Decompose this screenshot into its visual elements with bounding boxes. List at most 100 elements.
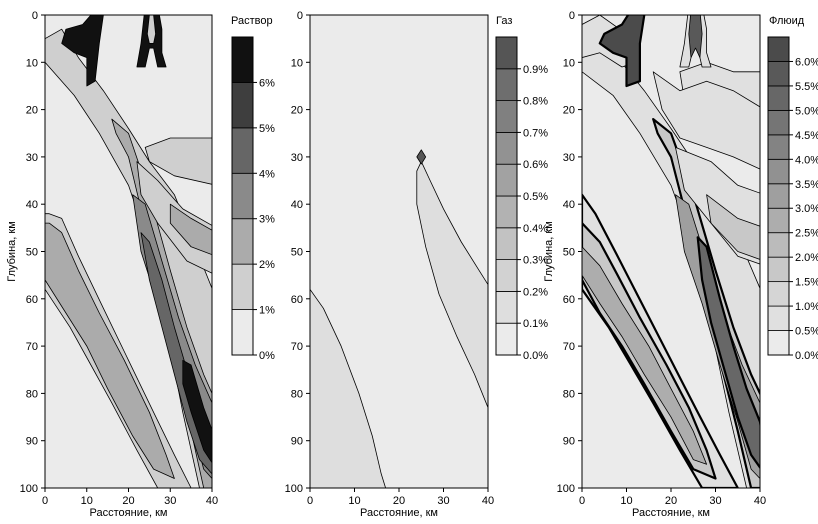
colorbar-frame xyxy=(767,36,790,356)
y-tick-label: 50 xyxy=(291,247,303,259)
colorbar-swatch xyxy=(495,195,518,229)
contour-regions xyxy=(582,15,760,488)
y-tick-label: 70 xyxy=(26,341,38,353)
x-tick-label: 20 xyxy=(393,495,405,507)
x-axis-label: Расстояние, км xyxy=(632,507,710,519)
colorbar-swatch xyxy=(767,305,790,331)
x-tick-label: 0 xyxy=(307,495,313,507)
contour-panel-2: 0 10 20 30 40 50 60 70 80 90 100 0 10 20 30 40 Расстояни… xyxy=(285,10,549,519)
contour-region-2 xyxy=(416,161,488,409)
contour-region-11 xyxy=(61,15,104,87)
colorbar-swatch xyxy=(231,309,254,356)
colorbar-swatch xyxy=(495,68,518,102)
y-tick-label: 10 xyxy=(26,57,38,69)
y-axis-label: Глубина, км xyxy=(543,221,555,282)
contour-region-15 xyxy=(688,15,703,58)
colorbar-frame xyxy=(231,36,254,356)
colorbar-tick-label: 6.0% xyxy=(795,56,818,68)
contour-region-3 xyxy=(416,149,427,165)
x-tick-label: 30 xyxy=(709,495,721,507)
contour-regions xyxy=(45,15,212,488)
y-tick-label: 70 xyxy=(563,341,575,353)
colorbar-tick-label: 0.5% xyxy=(795,326,818,338)
contour-regions xyxy=(310,149,488,488)
colorbar-tick-label: 3.0% xyxy=(795,203,818,215)
colorbar-tick-label: 0.5% xyxy=(523,191,548,203)
y-tick-label: 90 xyxy=(291,436,303,448)
colorbar-tick-label: 5.5% xyxy=(795,81,818,93)
x-tick-label: 10 xyxy=(348,495,360,507)
x-tick-label: 10 xyxy=(620,495,632,507)
x-axis-label: Расстояние, км xyxy=(90,507,168,519)
y-tick-label: 40 xyxy=(291,199,303,211)
contour-region-13 xyxy=(146,15,157,44)
colorbar-tick-label: 0.0% xyxy=(523,350,548,362)
y-tick-label: 0 xyxy=(569,10,575,22)
x-tick-label: 10 xyxy=(81,495,93,507)
colorbar-tick-label: 4.5% xyxy=(795,130,818,142)
y-tick-label: 0 xyxy=(32,10,38,22)
colorbar-swatch xyxy=(767,183,790,209)
colorbar-swatch xyxy=(231,218,254,265)
y-tick-label: 30 xyxy=(26,152,38,164)
y-tick-label: 70 xyxy=(291,341,303,353)
y-axis-label: Глубина, км xyxy=(6,221,18,282)
colorbar-tick-label: 0.6% xyxy=(523,159,548,171)
y-tick-label: 50 xyxy=(26,247,38,259)
y-tick-label: 90 xyxy=(563,436,575,448)
y-tick-label: 30 xyxy=(563,152,575,164)
x-tick-label: 40 xyxy=(482,495,494,507)
y-tick-label: 80 xyxy=(563,388,575,400)
colorbar-tick-label: 1.5% xyxy=(795,277,818,289)
colorbar-tick-label: 0.1% xyxy=(523,318,548,330)
colorbar-tick-label: 5.0% xyxy=(795,105,818,117)
colorbar: 0.0% 0.5% 1.0% 1.5% 2.0% 2.5% 3.0% 3.5% 4.0% 4.5%… xyxy=(767,15,818,362)
y-tick-label: 100 xyxy=(285,483,303,495)
y-tick-label: 20 xyxy=(563,105,575,117)
colorbar-swatch xyxy=(767,61,790,87)
colorbar-title: Раствор xyxy=(231,15,273,27)
contour-region-7 xyxy=(696,236,760,470)
colorbar-tick-label: 0.2% xyxy=(523,286,548,298)
colorbar-swatch xyxy=(495,259,518,292)
colorbar-title: Газ xyxy=(496,15,512,27)
colorbar-swatch xyxy=(495,322,518,356)
x-tick-label: 0 xyxy=(579,495,585,507)
colorbar-swatch xyxy=(767,134,790,160)
colorbar-tick-label: 2.5% xyxy=(795,228,818,240)
y-tick-label: 10 xyxy=(291,57,303,69)
x-tick-label: 40 xyxy=(754,495,766,507)
y-tick-label: 80 xyxy=(26,388,38,400)
contour-panel-3: 0 10 20 30 40 50 60 70 80 90 100 0 10 20 30 40 Расстояни… xyxy=(543,10,818,519)
colorbar-swatch xyxy=(495,100,518,133)
colorbar-tick-label: 2.0% xyxy=(795,252,818,264)
contour-region-2 xyxy=(45,222,175,479)
contour-region-1 xyxy=(310,288,387,488)
contour-region-7 xyxy=(182,359,212,464)
colorbar-swatch xyxy=(495,163,518,197)
colorbar-swatch xyxy=(495,131,518,165)
y-tick-label: 60 xyxy=(563,294,575,306)
colorbar-swatch xyxy=(231,263,254,310)
colorbar-swatch xyxy=(495,227,518,261)
colorbar-swatch xyxy=(231,127,254,174)
colorbar-tick-label: 1% xyxy=(259,305,275,317)
contour-panel-1: 0 10 20 30 40 50 60 70 80 90 100 0 10 20 30 40 Расстояни… xyxy=(6,10,275,519)
colorbar-tick-label: 0.4% xyxy=(523,223,548,235)
y-tick-label: 30 xyxy=(291,152,303,164)
x-tick-label: 20 xyxy=(665,495,677,507)
colorbar: 0.0% 0.1% 0.2% 0.3% 0.4% 0.5% 0.6% 0.7% 0.8% 0.9%… xyxy=(495,15,548,362)
colorbar-title: Флюид xyxy=(769,15,805,27)
colorbar-tick-label: 4.0% xyxy=(795,154,818,166)
x-tick-label: 40 xyxy=(206,495,218,507)
colorbar-tick-label: 3% xyxy=(259,214,275,226)
x-tick-label: 0 xyxy=(42,495,48,507)
y-tick-label: 100 xyxy=(20,483,38,495)
colorbar-tick-label: 0.7% xyxy=(523,127,548,139)
y-tick-label: 0 xyxy=(297,10,303,22)
y-tick-label: 50 xyxy=(563,247,575,259)
x-axis-label: Расстояние, км xyxy=(360,507,438,519)
x-tick-label: 20 xyxy=(122,495,134,507)
colorbar-swatch xyxy=(767,256,790,283)
